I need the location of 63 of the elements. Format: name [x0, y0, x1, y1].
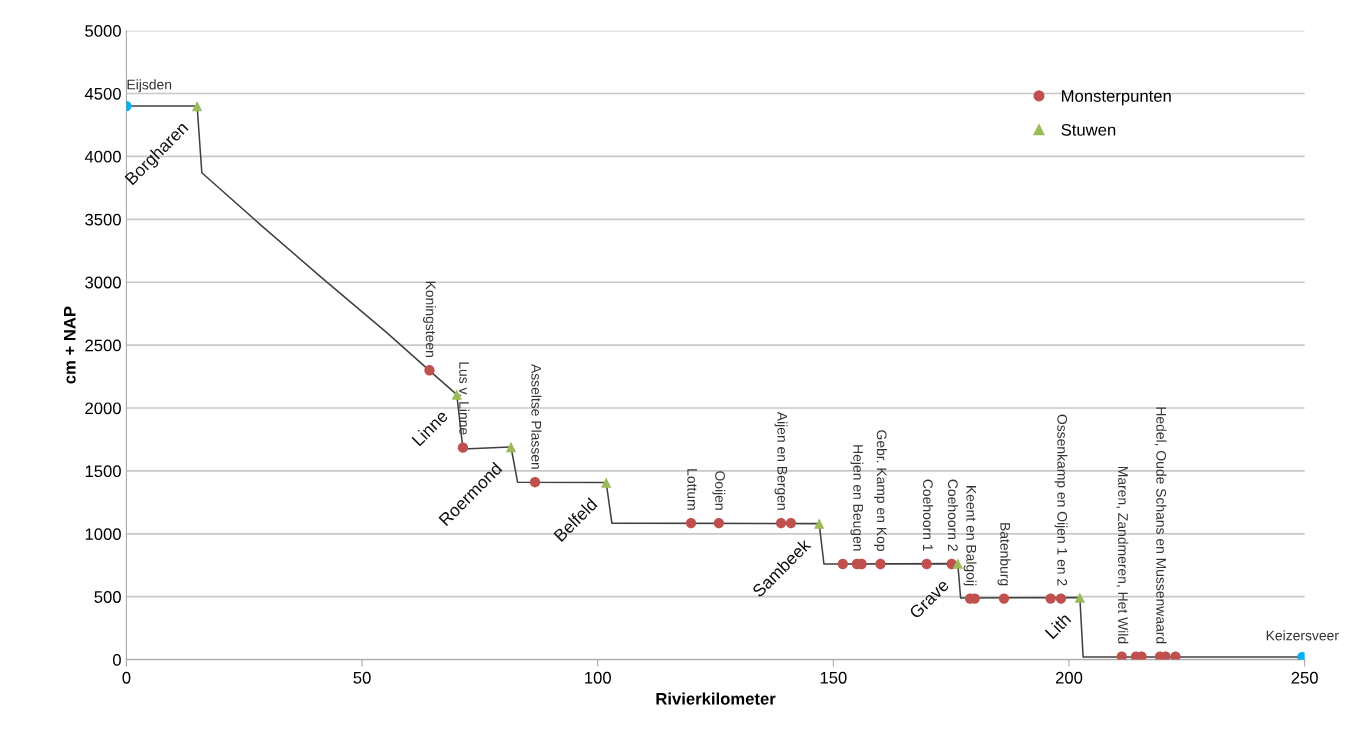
y-tick-label: 4500: [84, 87, 121, 100]
legend-label: Monsterpunten: [1062, 90, 1171, 106]
point: [1074, 592, 1085, 603]
x-tick-label: 200: [1055, 671, 1083, 684]
y-tick-label: 1000: [85, 528, 121, 541]
data-label: Coehoorn 2: [947, 479, 959, 551]
data-label: Keent en Balgoij: [963, 486, 977, 586]
point: [775, 517, 787, 529]
point: [837, 558, 848, 570]
point: [713, 517, 724, 529]
point: [529, 477, 541, 488]
point: [1055, 593, 1067, 604]
point: [952, 558, 963, 569]
point: [505, 441, 517, 453]
point: [191, 100, 203, 112]
x-tick-label: 0: [122, 671, 131, 684]
data-label: Keizersveer: [1266, 630, 1339, 641]
point: [601, 477, 612, 488]
legend-label: Stuwen: [1061, 123, 1116, 136]
x-axis-title: Rivierkilometer: [656, 692, 776, 705]
data-label: Hejen en Beugen: [850, 445, 864, 551]
data-label: Ooijen: [712, 471, 726, 510]
data-label: Lottum: [687, 469, 697, 510]
point: [1136, 651, 1147, 660]
x-tick-label: 50: [353, 671, 371, 684]
data-label: Batenburg: [997, 523, 1011, 586]
y-axis-title: cm + NAP: [64, 306, 76, 384]
data-label: Hedel, Oude Schans en Mussenwaard: [1154, 407, 1167, 644]
point: [1045, 593, 1056, 604]
y-tick-label: 2500: [85, 339, 121, 352]
x-tick-label: 150: [820, 671, 847, 684]
point: [424, 365, 435, 376]
y-tick-label: 4000: [84, 150, 121, 163]
point: [785, 517, 797, 529]
data-label: Lus v. Linne: [459, 362, 470, 435]
data-label: Gebr. Kamp en Kop: [874, 430, 887, 551]
y-tick-label: 2000: [85, 402, 121, 415]
y-tick-label: 5000: [85, 25, 121, 37]
data-label: Koningsteen: [422, 281, 436, 357]
y-tick-label: 500: [94, 591, 121, 603]
y-tick-label: 1500: [85, 465, 121, 478]
point: [457, 442, 469, 453]
point: [921, 558, 932, 570]
point: [1160, 651, 1171, 660]
data-label: Maren, Zandmeren, Het Wild: [1116, 466, 1129, 644]
y-tick-label: 3500: [85, 213, 121, 226]
y-tick-label: 0: [112, 654, 121, 666]
point: [1297, 651, 1305, 660]
data-label: Asseltse Plassen: [531, 364, 542, 469]
x-tick-label: 250: [1291, 671, 1318, 684]
data-label: Lith: [1044, 612, 1072, 640]
point: [1170, 651, 1181, 660]
point: [814, 518, 825, 529]
data-label: Ossenkamp en Oijen 1 en 2: [1054, 414, 1068, 586]
data-label: Coehoorn 1: [922, 479, 934, 551]
data-label: Eijsden: [127, 79, 172, 93]
y-tick-label: 3000: [85, 276, 121, 289]
point: [685, 517, 697, 529]
point: [1116, 651, 1127, 660]
point: [875, 558, 886, 570]
data-label: Aijen en Bergen: [774, 411, 788, 510]
x-tick-label: 100: [585, 671, 611, 684]
point: [998, 593, 1010, 604]
